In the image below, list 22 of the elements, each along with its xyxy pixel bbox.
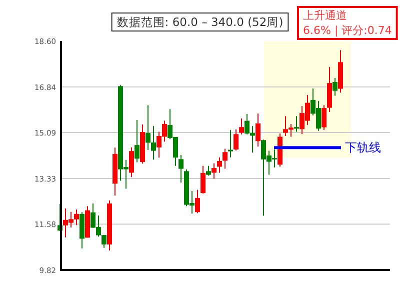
candlestick — [332, 78, 338, 96]
candlestick — [212, 162, 216, 180]
candlestick — [195, 189, 200, 214]
candlestick — [256, 113, 260, 148]
candlestick — [134, 120, 140, 163]
candlestick — [294, 116, 299, 132]
candlestick — [200, 165, 206, 194]
candlestick — [151, 126, 156, 160]
candlestick — [146, 104, 150, 151]
ref-line-label: 下轨线 — [345, 140, 381, 155]
text: 6.6% | 评分:0.74 — [303, 24, 392, 37]
candlestick — [217, 156, 222, 174]
candlestick — [206, 165, 211, 176]
candlestick — [228, 129, 233, 158]
candlestick — [234, 128, 238, 152]
text: 上升通道 — [303, 9, 347, 22]
candlestick — [222, 148, 228, 170]
candlestick — [239, 118, 244, 135]
candlestick — [322, 104, 326, 130]
candlestick — [178, 154, 184, 184]
text: 数据范围: 60.0 – 340.0 (52周) — [116, 15, 284, 29]
candlestick — [129, 146, 134, 178]
